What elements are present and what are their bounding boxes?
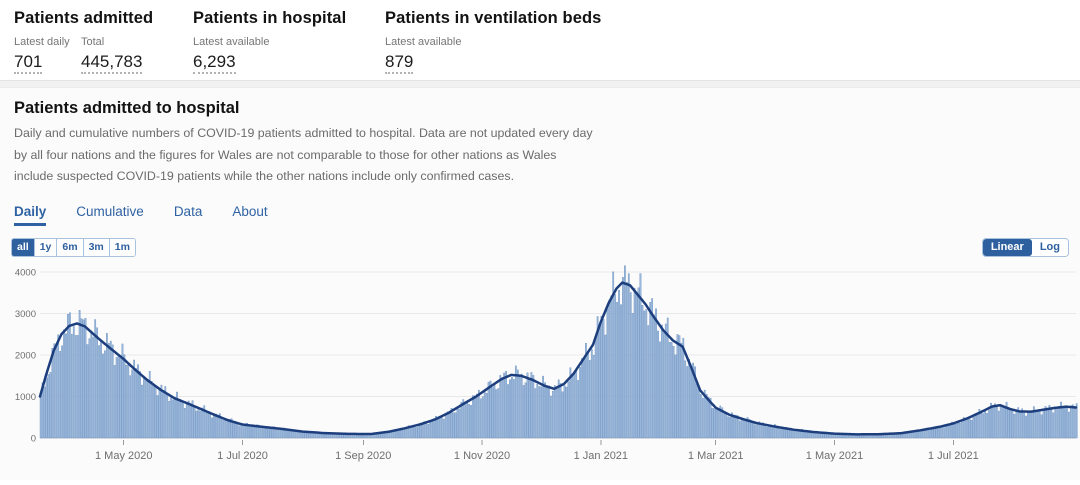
tab-daily[interactable]: Daily <box>14 204 47 226</box>
stat-card-patients-in-hospital: Patients in hospital Latest available 6,… <box>193 9 385 74</box>
range-button-1y[interactable]: 1y <box>34 239 58 256</box>
summary-stats: Patients admitted Latest daily 701 Total… <box>14 9 601 74</box>
admissions-chart[interactable]: 0 1000 2000 3000 4000 1 May 2020 1 Jul 2020 1 S… <box>0 258 1080 480</box>
panel-description: Daily and cumulative numbers of COVID-19… <box>14 126 593 183</box>
svg-text:1 Jul 2020: 1 Jul 2020 <box>217 450 268 462</box>
range-button-all[interactable]: all <box>12 239 35 256</box>
tab-data[interactable]: Data <box>173 204 203 219</box>
svg-text:4000: 4000 <box>15 268 36 279</box>
metric-value-in-hospital[interactable]: 6,293 <box>193 52 236 74</box>
chart-rolling-average-line <box>38 281 1078 436</box>
admissions-panel: Patients admitted to hospital Daily and … <box>0 88 1080 480</box>
metric-value-ventilation[interactable]: 879 <box>385 52 414 74</box>
metric-latest-daily: Latest daily 701 <box>14 36 81 74</box>
svg-text:1000: 1000 <box>15 392 36 403</box>
section-divider <box>0 80 1080 88</box>
metric-latest-available: Latest available 6,293 <box>193 36 269 74</box>
x-axis-ticks <box>123 440 954 445</box>
chart-area: 0 1000 2000 3000 4000 1 May 2020 1 Jul 2020 1 S… <box>0 258 1080 480</box>
range-button-6m[interactable]: 6m <box>57 239 84 256</box>
panel-tabs: Daily Cumulative Data About <box>14 204 298 226</box>
metric-label: Latest daily <box>14 36 70 48</box>
svg-text:1 May 2020: 1 May 2020 <box>95 450 152 462</box>
scale-toggle-linear[interactable]: Linear <box>982 239 1032 256</box>
stat-title: Patients in ventilation beds <box>385 9 602 27</box>
scale-toggle-group: Linear Log <box>981 238 1069 257</box>
svg-text:0: 0 <box>31 434 36 445</box>
range-button-1m[interactable]: 1m <box>109 239 135 256</box>
metric-label: Latest available <box>193 36 270 48</box>
time-range-group: all 1y 6m 3m 1m <box>11 238 136 257</box>
metric-latest-available: Latest available 879 <box>385 36 461 74</box>
chart-bars <box>39 265 1078 439</box>
svg-text:1 Sep 2020: 1 Sep 2020 <box>335 450 391 462</box>
stat-card-ventilation-beds: Patients in ventilation beds Latest avai… <box>385 9 601 74</box>
metric-value-latest-daily[interactable]: 701 <box>14 52 43 74</box>
x-axis-labels: 1 May 2020 1 Jul 2020 1 Sep 2020 1 Nov 2020… <box>95 450 979 462</box>
tab-about[interactable]: About <box>232 204 268 219</box>
stat-title: Patients in hospital <box>193 9 347 27</box>
range-button-3m[interactable]: 3m <box>83 239 110 256</box>
metric-label: Total <box>81 36 105 48</box>
metric-total: Total 445,783 <box>81 36 143 74</box>
metric-value-total[interactable]: 445,783 <box>81 52 143 74</box>
scale-toggle-log[interactable]: Log <box>1031 239 1068 256</box>
stat-card-patients-admitted: Patients admitted Latest daily 701 Total… <box>14 9 193 74</box>
svg-text:1 Mar 2021: 1 Mar 2021 <box>688 450 744 462</box>
svg-text:3000: 3000 <box>15 309 36 320</box>
svg-text:1 Jan 2021: 1 Jan 2021 <box>574 450 628 462</box>
panel-title: Patients admitted to hospital <box>14 99 240 117</box>
svg-text:1 Jul 2021: 1 Jul 2021 <box>928 450 979 462</box>
svg-text:1 May 2021: 1 May 2021 <box>806 450 863 462</box>
metric-label: Latest available <box>385 36 462 48</box>
y-axis-labels: 0 1000 2000 3000 4000 <box>15 268 36 445</box>
svg-text:2000: 2000 <box>15 351 36 362</box>
tab-cumulative[interactable]: Cumulative <box>76 204 144 219</box>
svg-text:1 Nov 2020: 1 Nov 2020 <box>454 450 510 462</box>
stat-title: Patients admitted <box>14 9 154 27</box>
